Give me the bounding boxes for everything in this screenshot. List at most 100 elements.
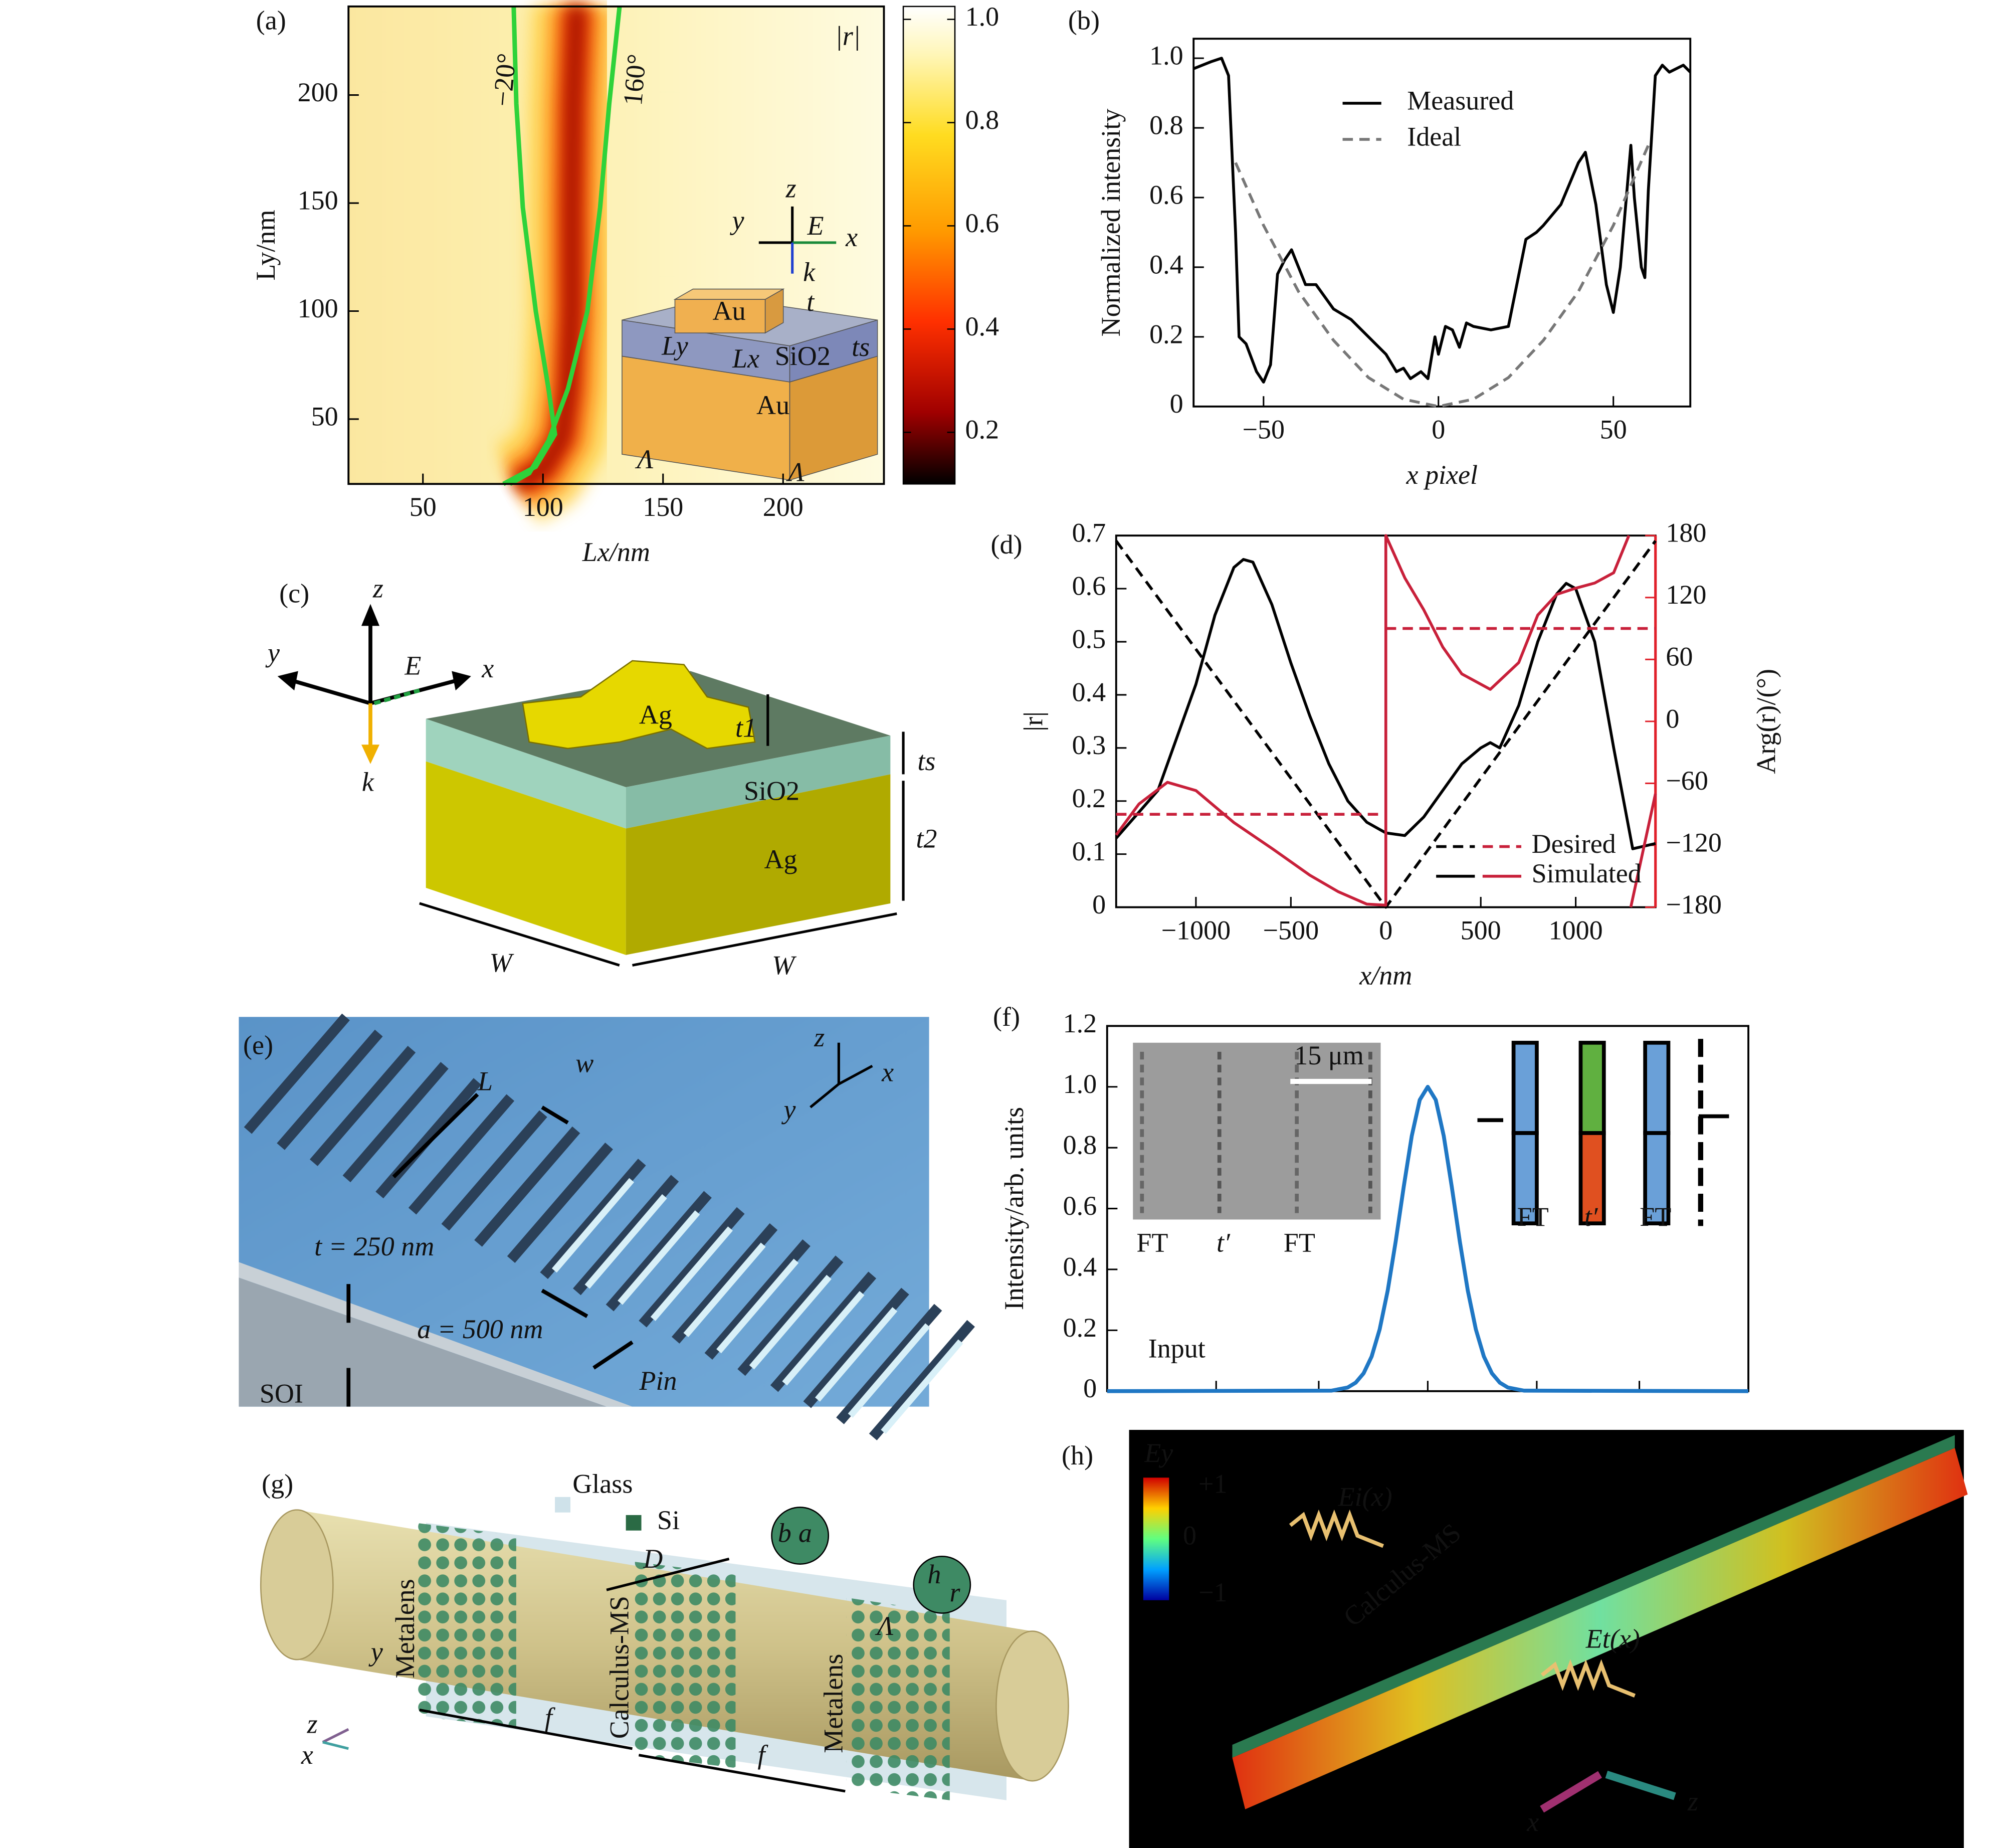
slit-light <box>881 1339 963 1434</box>
diagram-label: L <box>477 1066 493 1096</box>
y-tick-label: 0.6 <box>1149 179 1183 210</box>
series-line <box>1115 540 1657 909</box>
diagram-label: SiO2 <box>744 776 799 806</box>
x-axis-label: x pixel <box>1405 460 1478 490</box>
annotation: Input <box>1148 1333 1205 1363</box>
slit <box>474 1126 580 1247</box>
inset-label: y <box>730 206 745 236</box>
diagram-label: W <box>489 948 514 978</box>
diagram-label: Metalens <box>819 1654 849 1753</box>
inset-label: x <box>845 222 858 252</box>
slit <box>244 1013 350 1134</box>
diagram-label: t = 250 nm <box>314 1231 434 1261</box>
x-tick-label: −1000 <box>1161 915 1231 945</box>
slit <box>737 1255 844 1376</box>
y-axis-label: Ly/nm <box>251 210 281 280</box>
diagram-label: z <box>814 1022 825 1052</box>
diagram-label: y <box>781 1094 796 1125</box>
y-tick-label: 150 <box>298 185 338 215</box>
diagram-label: a <box>798 1518 812 1548</box>
diagram-label: h <box>927 1559 941 1589</box>
series-line <box>1115 534 1657 908</box>
diagram-label: Glass <box>572 1469 633 1499</box>
y-tick-label: 0.2 <box>1149 319 1183 349</box>
arrow <box>1698 1114 1729 1130</box>
y-axis-label: |r| <box>1019 711 1049 731</box>
slit <box>704 1239 811 1360</box>
slit <box>770 1271 877 1392</box>
x-tick-label: 50 <box>410 492 437 522</box>
inset-face <box>764 288 784 334</box>
slit-light <box>815 1307 898 1402</box>
plot-frame <box>1192 38 1692 408</box>
diagram-label: r <box>950 1577 961 1607</box>
colorbar-label: |r| <box>835 21 861 51</box>
inset-face <box>789 319 878 383</box>
y2-axis-label: Arg(r)/(°) <box>1751 669 1781 774</box>
y-tick-label: 0.4 <box>1063 1251 1097 1281</box>
slit-light <box>683 1242 766 1338</box>
x-axis-label: x/nm <box>1359 961 1412 991</box>
annotation: t′ <box>1217 1227 1231 1257</box>
inset-label: Λ <box>635 444 654 474</box>
y-tick-label: 0.3 <box>1072 730 1106 760</box>
colorbar-tick-label: 0.4 <box>965 311 999 341</box>
diagram-label: y <box>265 638 280 668</box>
diagram-label: t1 <box>735 712 756 743</box>
diagram-label: Metalens <box>390 1579 420 1678</box>
x-tick-label: 0 <box>1379 915 1392 945</box>
y-tick-label: 1.0 <box>1063 1069 1097 1099</box>
colorbar <box>902 6 956 485</box>
diagram-label: Pin <box>639 1366 677 1396</box>
diagram-g <box>260 1497 1069 1800</box>
slit <box>869 1320 975 1440</box>
slit <box>507 1143 613 1263</box>
y-tick-label: 0.8 <box>1063 1130 1097 1160</box>
diagram-label: z <box>307 1709 318 1739</box>
slit <box>342 1062 449 1183</box>
annotation: FT <box>1284 1227 1315 1257</box>
legend-label: Simulated <box>1532 858 1642 888</box>
y-tick-label: 0.1 <box>1072 836 1106 866</box>
diagram-label: −1 <box>1198 1577 1228 1607</box>
legend-label: Ideal <box>1407 121 1461 151</box>
diagram-label: b <box>778 1518 791 1548</box>
filter-element <box>1511 1131 1539 1226</box>
x-tick-label: 50 <box>1600 415 1627 445</box>
diagram-label: SOI <box>260 1378 303 1408</box>
filter-element <box>1511 1040 1539 1135</box>
panel-label: (h) <box>1062 1440 1093 1470</box>
diagram-label: z <box>372 573 383 603</box>
inset-label: Au <box>756 390 789 420</box>
contour-label: −20° <box>487 52 522 108</box>
sem-image <box>1133 1042 1381 1220</box>
diagram-label: x <box>481 653 494 683</box>
slit <box>671 1223 778 1344</box>
slit-light <box>716 1258 799 1354</box>
diagram-label: 0 <box>1183 1521 1196 1551</box>
inset-label: SiO2 <box>775 341 831 371</box>
diagram-label: ts <box>917 746 935 776</box>
colorbar-tick-label: 1.0 <box>965 2 999 32</box>
panel-label: (a) <box>256 6 286 36</box>
annotation: t′ <box>1584 1202 1598 1232</box>
dimension-arrow <box>541 1288 588 1318</box>
filter-element <box>1578 1040 1606 1135</box>
diagram-label: W <box>772 950 797 980</box>
slit <box>573 1175 679 1296</box>
contour-line <box>502 6 557 486</box>
contour-label: 160° <box>618 53 652 107</box>
diagram-label: Ei(x) <box>1338 1482 1392 1512</box>
y-tick-label: 0 <box>1083 1373 1097 1403</box>
diagram-label: Ey <box>1144 1438 1173 1468</box>
x-tick-label: 0 <box>1432 415 1445 445</box>
diagram-label: x <box>1526 1807 1539 1837</box>
dimension-arrow <box>392 1093 479 1179</box>
y-tick-label: 0.4 <box>1149 249 1183 279</box>
diagram-label: D <box>643 1544 663 1574</box>
slit-light <box>782 1290 865 1386</box>
diagram-label: z <box>1687 1786 1698 1816</box>
dimension-arrow <box>592 1340 634 1370</box>
inset-label: t <box>807 287 815 317</box>
